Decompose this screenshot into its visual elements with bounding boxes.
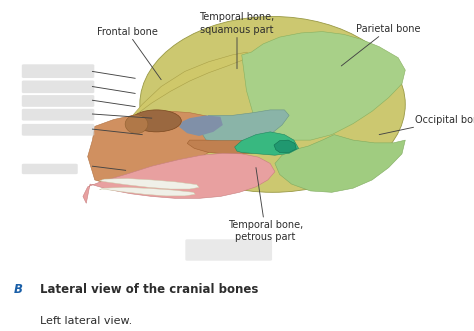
Polygon shape xyxy=(187,140,273,154)
Text: Temporal bone,
petrous part: Temporal bone, petrous part xyxy=(228,167,303,242)
FancyBboxPatch shape xyxy=(22,164,78,174)
FancyBboxPatch shape xyxy=(22,124,94,136)
Ellipse shape xyxy=(125,115,148,133)
Text: Parietal bone: Parietal bone xyxy=(341,24,421,66)
Text: Occipital bone: Occipital bone xyxy=(379,115,474,135)
Polygon shape xyxy=(83,153,275,203)
Polygon shape xyxy=(88,111,223,184)
Text: Lateral view of the cranial bones: Lateral view of the cranial bones xyxy=(40,283,259,296)
Polygon shape xyxy=(100,179,199,189)
FancyBboxPatch shape xyxy=(22,109,94,120)
FancyBboxPatch shape xyxy=(185,239,272,261)
Polygon shape xyxy=(199,110,289,147)
Text: B: B xyxy=(13,283,22,296)
Polygon shape xyxy=(128,52,251,121)
Polygon shape xyxy=(100,187,195,196)
Text: Frontal bone: Frontal bone xyxy=(97,26,161,80)
FancyBboxPatch shape xyxy=(22,95,94,107)
Text: Left lateral view.: Left lateral view. xyxy=(40,316,133,326)
Polygon shape xyxy=(235,132,299,155)
Ellipse shape xyxy=(140,17,405,192)
Polygon shape xyxy=(242,31,405,140)
Ellipse shape xyxy=(132,110,181,132)
FancyBboxPatch shape xyxy=(22,64,94,78)
Polygon shape xyxy=(274,140,296,153)
Polygon shape xyxy=(179,116,223,136)
FancyBboxPatch shape xyxy=(22,80,94,93)
Polygon shape xyxy=(275,135,405,192)
Text: Temporal bone,
squamous part: Temporal bone, squamous part xyxy=(200,12,274,69)
